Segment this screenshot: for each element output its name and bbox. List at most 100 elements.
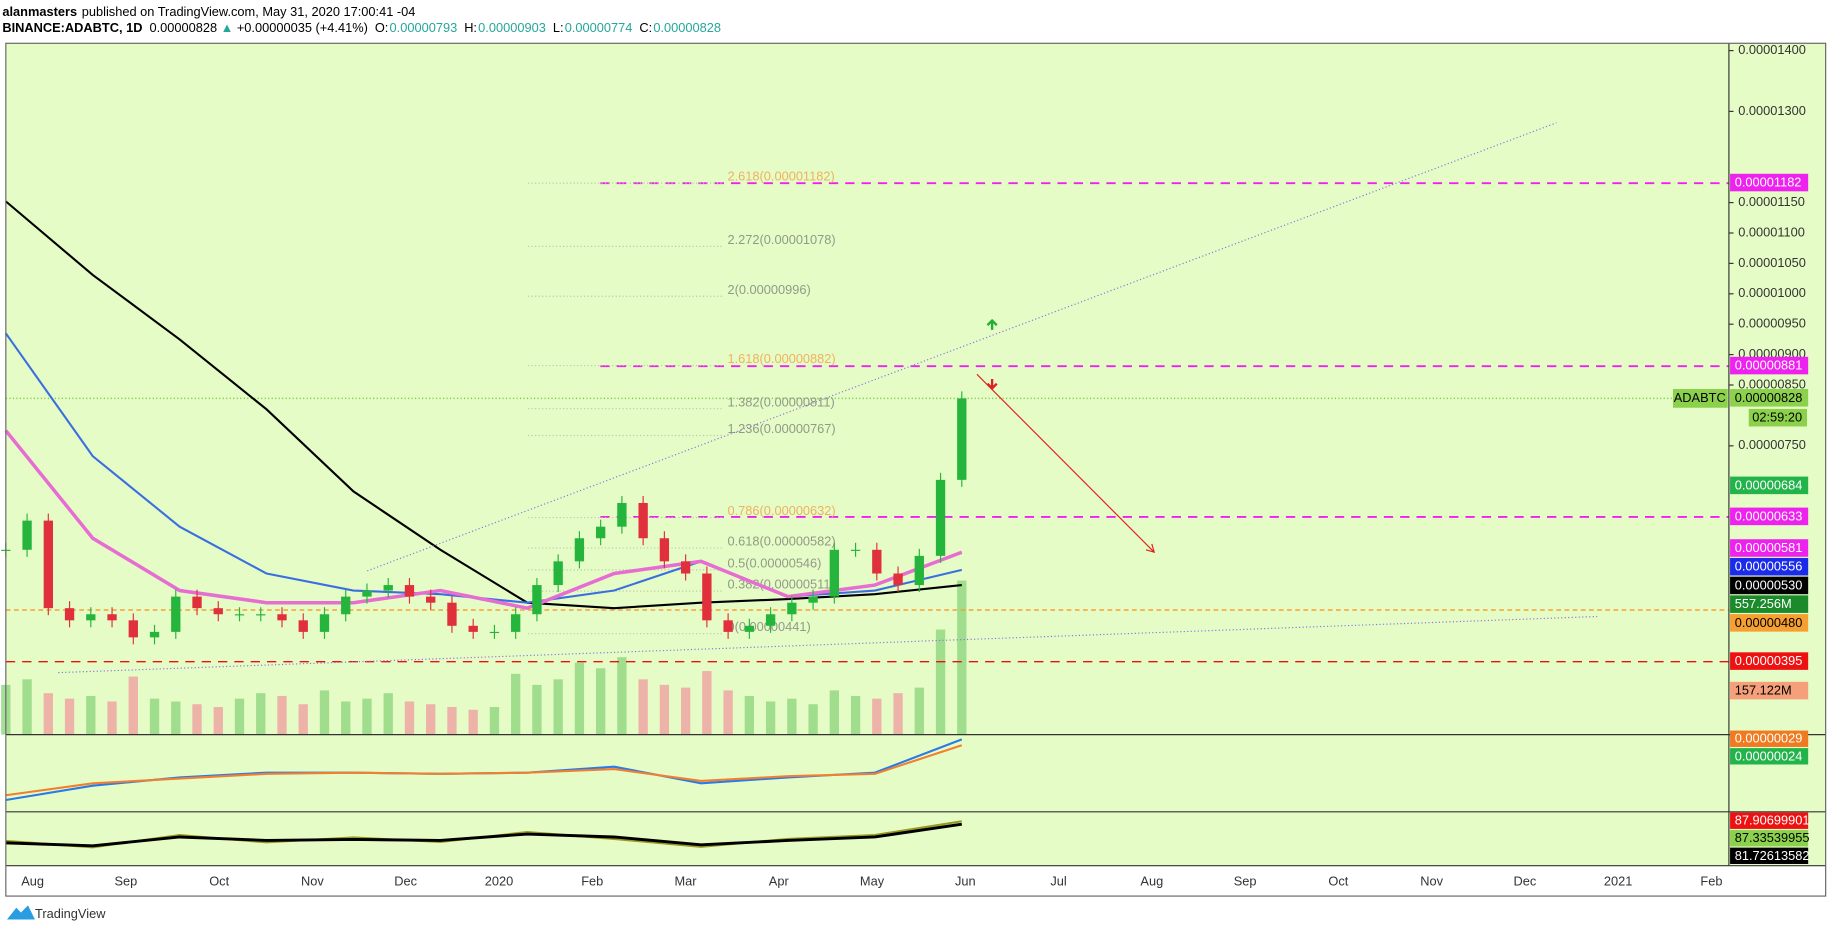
ohlc-value: 0.00000828 xyxy=(653,21,721,36)
countdown: 02:59:20 xyxy=(1752,410,1802,425)
candle xyxy=(404,585,415,597)
candle xyxy=(319,614,330,632)
volume-bar xyxy=(680,687,691,735)
candle xyxy=(426,596,436,603)
x-tick-label: Nov xyxy=(301,873,324,888)
candle xyxy=(574,538,585,562)
x-tick-label: May xyxy=(860,873,885,888)
volume-bar xyxy=(914,687,924,735)
volume-bar xyxy=(383,693,393,735)
fib-label: 2(0.00000996) xyxy=(727,282,810,297)
candle xyxy=(638,502,648,539)
price-label: 0.00000029 xyxy=(1735,731,1803,746)
candle xyxy=(595,526,606,539)
volume-bar xyxy=(850,695,861,735)
fib-label: 2.272(0.00001078) xyxy=(727,232,835,247)
x-tick-label: Apr xyxy=(769,873,790,888)
candle xyxy=(680,561,691,574)
candle xyxy=(893,573,903,586)
volume-bar xyxy=(595,668,606,735)
volume-bar xyxy=(404,701,415,735)
candle xyxy=(659,538,670,562)
price-label-bg xyxy=(1730,830,1809,847)
fib-label: 2.618(0.00001182) xyxy=(727,169,834,184)
candle xyxy=(43,520,53,609)
volume-bar xyxy=(298,704,308,735)
volume-bar xyxy=(447,706,457,735)
rsi-line xyxy=(5,822,963,848)
down-arrow xyxy=(986,379,998,391)
price-label-bg xyxy=(1730,847,1809,864)
candle xyxy=(914,555,924,586)
candle xyxy=(872,549,882,574)
volume-bar xyxy=(362,698,372,735)
author: alanmasters xyxy=(2,4,77,19)
price-label: 0.00001182 xyxy=(1735,175,1802,190)
volume-bar xyxy=(128,676,138,735)
candle xyxy=(765,614,776,626)
candle xyxy=(468,625,478,632)
price-label: 87.33539955 xyxy=(1735,830,1810,845)
symbol: BINANCE:ADABTC, 1D xyxy=(2,21,142,36)
volume-bar xyxy=(213,706,223,735)
x-tick-label: Jun xyxy=(955,873,976,888)
price-label-bg xyxy=(1730,173,1809,192)
price-label: 0.00000581 xyxy=(1735,540,1803,555)
volume-bar xyxy=(511,673,521,735)
volume-bar xyxy=(107,701,117,735)
x-tick-label: Oct xyxy=(1328,873,1348,888)
price-label: 0.00000024 xyxy=(1735,748,1803,763)
volume-bar xyxy=(744,695,755,735)
volume-bar xyxy=(872,698,882,735)
candle xyxy=(277,614,287,621)
volume-bar xyxy=(765,701,776,735)
price-label: 0.00000556 xyxy=(1735,559,1803,574)
candle xyxy=(128,620,138,638)
volume-bar xyxy=(702,671,712,735)
x-tick-label: Feb xyxy=(581,873,603,888)
published: published on TradingView.com, May 31, 20… xyxy=(82,4,416,19)
moving-average xyxy=(4,429,963,610)
candle xyxy=(489,631,500,634)
candle xyxy=(362,590,372,597)
price-label-bg xyxy=(1730,389,1809,407)
price-label-bg xyxy=(1730,730,1809,747)
y-tick-label: 0.00000850 xyxy=(1738,376,1806,391)
change-arrow: ▲ xyxy=(221,21,234,36)
volume-bar xyxy=(659,684,670,735)
ohlc-label: L: xyxy=(553,21,564,36)
volume-bar xyxy=(22,679,32,735)
price-label-bg xyxy=(1730,595,1809,613)
volume-bar xyxy=(935,629,946,735)
candle xyxy=(107,614,117,621)
x-tick-label: 2021 xyxy=(1604,873,1632,888)
ohlc-label: H: xyxy=(464,21,477,36)
price-label: 81.72613582 xyxy=(1735,848,1810,863)
volume-bar xyxy=(234,698,245,735)
trend-line xyxy=(58,615,1598,674)
volume-bar xyxy=(829,690,839,735)
candle xyxy=(213,608,223,615)
x-tick-label: Jul xyxy=(1050,873,1066,888)
volume-bar xyxy=(171,701,181,735)
fib-label: 1.618(0.00000882) xyxy=(727,351,835,366)
volume-bar xyxy=(468,709,478,735)
up-arrow xyxy=(986,318,998,330)
candle xyxy=(171,596,181,632)
price-label: 0.00000633 xyxy=(1735,508,1803,523)
x-tick-label: Feb xyxy=(1700,873,1722,888)
arrow-line xyxy=(976,373,1155,553)
y-tick-label: 0.00001300 xyxy=(1738,103,1806,118)
candle xyxy=(702,573,712,621)
price-label: 557.256M xyxy=(1735,596,1792,611)
candle xyxy=(723,620,733,632)
last-price: 0.00000828 xyxy=(149,21,217,36)
y-tick-label: 0.00000950 xyxy=(1738,316,1806,331)
macd-line xyxy=(5,744,963,797)
y-tick-label: 0.00001400 xyxy=(1738,42,1806,57)
moving-average xyxy=(5,200,962,610)
x-tick-label: Nov xyxy=(1420,873,1443,888)
ohlc-label: O: xyxy=(375,21,389,36)
candle xyxy=(850,549,861,551)
